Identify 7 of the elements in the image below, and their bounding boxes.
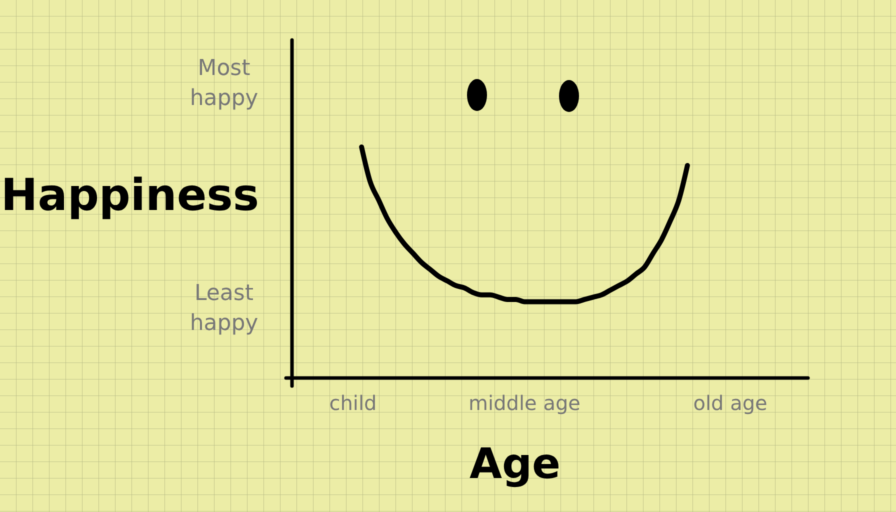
x-tick-label: middle age xyxy=(468,391,580,415)
x-tick-label: child xyxy=(329,391,377,415)
y-axis-title: Happiness xyxy=(0,170,260,221)
text: Least happy xyxy=(190,281,258,336)
text: Most happy xyxy=(190,56,258,111)
x-tick-label: old age xyxy=(693,391,768,415)
x-axis-title: Age xyxy=(469,439,561,488)
